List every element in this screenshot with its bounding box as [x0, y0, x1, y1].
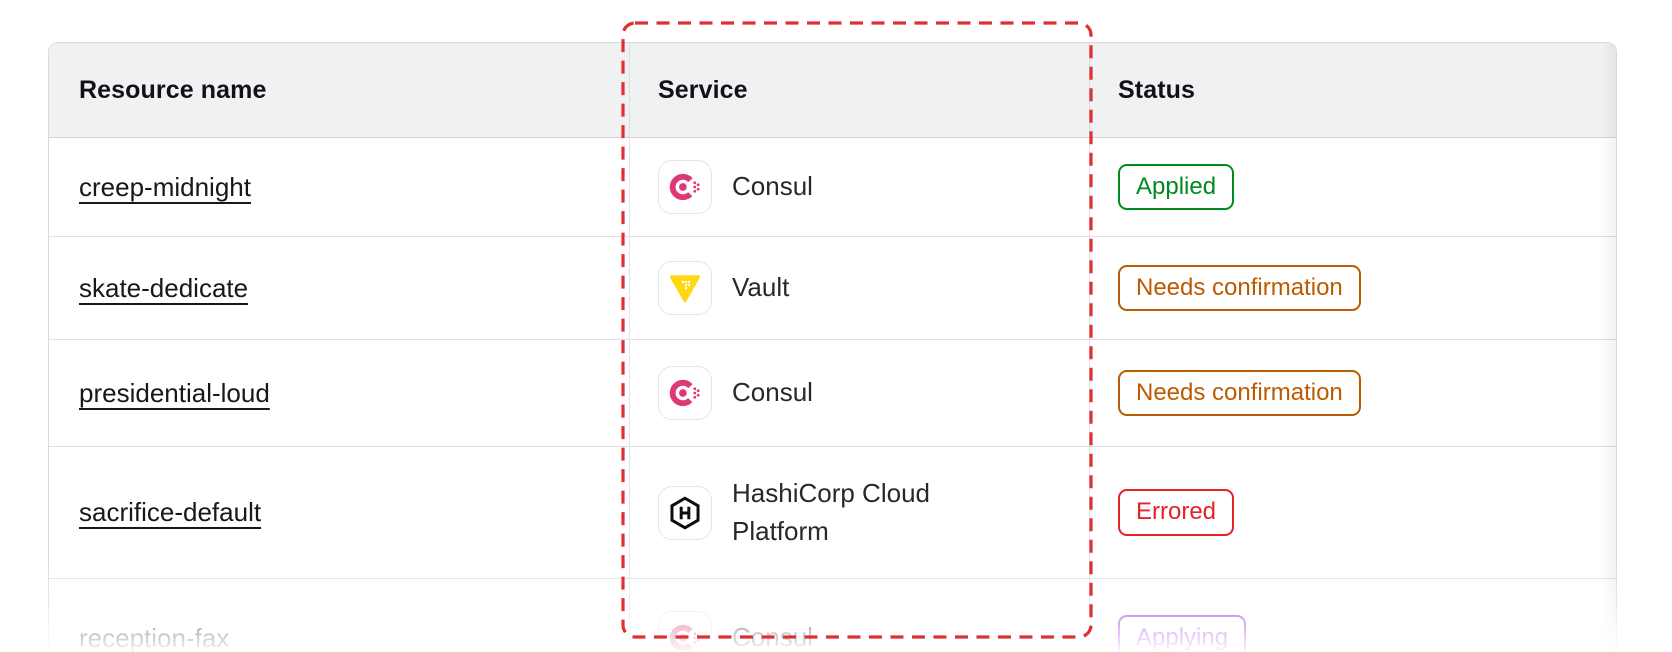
table-row: sacrifice-default HashiCorp Cloud Platfo… — [49, 447, 1616, 579]
table-body: creep-midnight Consul Applied skate-dedi… — [49, 138, 1616, 652]
consul-icon — [669, 379, 700, 407]
service-icon-tile — [658, 160, 712, 214]
column-header-status: Status — [1118, 75, 1196, 104]
status-badge: Applied — [1118, 163, 1235, 211]
service-cell: Consul — [630, 340, 1090, 446]
resource-name-cell: skate-dedicate — [49, 237, 630, 339]
table-row: creep-midnight Consul Applied — [49, 138, 1616, 237]
resources-table: Resource name Service Status creep-midni… — [48, 42, 1617, 652]
table-row: skate-dedicate Vault Needs confirmation — [49, 237, 1616, 340]
table-header-row: Resource name Service Status — [49, 43, 1616, 138]
consul-icon — [669, 624, 700, 652]
service-name: Consul — [732, 171, 813, 202]
service-icon-tile — [658, 485, 712, 540]
hashicorp-icon — [670, 496, 700, 529]
resource-link[interactable]: creep-midnight — [79, 171, 251, 202]
resource-name-cell: creep-midnight — [49, 138, 630, 236]
service-name: Vault — [732, 272, 790, 303]
service-cell: Vault — [630, 237, 1090, 339]
resource-link[interactable]: reception-fax — [79, 622, 230, 652]
resource-link[interactable]: sacrifice-default — [79, 497, 262, 527]
service-name: Consul — [732, 622, 813, 652]
service-name: HashiCorp Cloud Platform — [732, 477, 930, 546]
status-cell: Needs confirmation — [1090, 237, 1616, 339]
service-icon-tile — [658, 261, 712, 315]
status-badge: Applying — [1118, 614, 1247, 652]
status-badge: Needs confirmation — [1118, 369, 1361, 417]
consul-icon — [669, 173, 700, 201]
service-cell: Consul — [630, 579, 1090, 652]
status-cell: Needs confirmation — [1090, 340, 1616, 446]
table-row: reception-fax Consul Applying — [49, 579, 1616, 652]
resource-name-cell: sacrifice-default — [49, 447, 630, 578]
resource-link[interactable]: presidential-loud — [79, 377, 270, 408]
table-row: presidential-loud Consul Needs confirmat… — [49, 340, 1616, 447]
service-icon-tile — [658, 366, 712, 420]
status-badge: Needs confirmation — [1118, 264, 1361, 312]
status-cell: Applied — [1090, 138, 1616, 236]
status-badge: Errored — [1118, 489, 1235, 536]
status-cell: Errored — [1090, 447, 1616, 578]
service-name: Consul — [732, 377, 813, 408]
column-header-service: Service — [630, 43, 1090, 137]
vault-icon — [669, 275, 701, 303]
resource-name-cell: presidential-loud — [49, 340, 630, 446]
column-header-resource-name: Resource name — [49, 43, 630, 137]
service-cell: Consul — [630, 138, 1090, 236]
resource-link[interactable]: skate-dedicate — [79, 272, 249, 303]
status-cell: Applying — [1090, 579, 1616, 652]
service-icon-tile — [658, 611, 712, 652]
resource-name-cell: reception-fax — [49, 579, 630, 652]
service-cell: HashiCorp Cloud Platform — [630, 447, 1090, 578]
